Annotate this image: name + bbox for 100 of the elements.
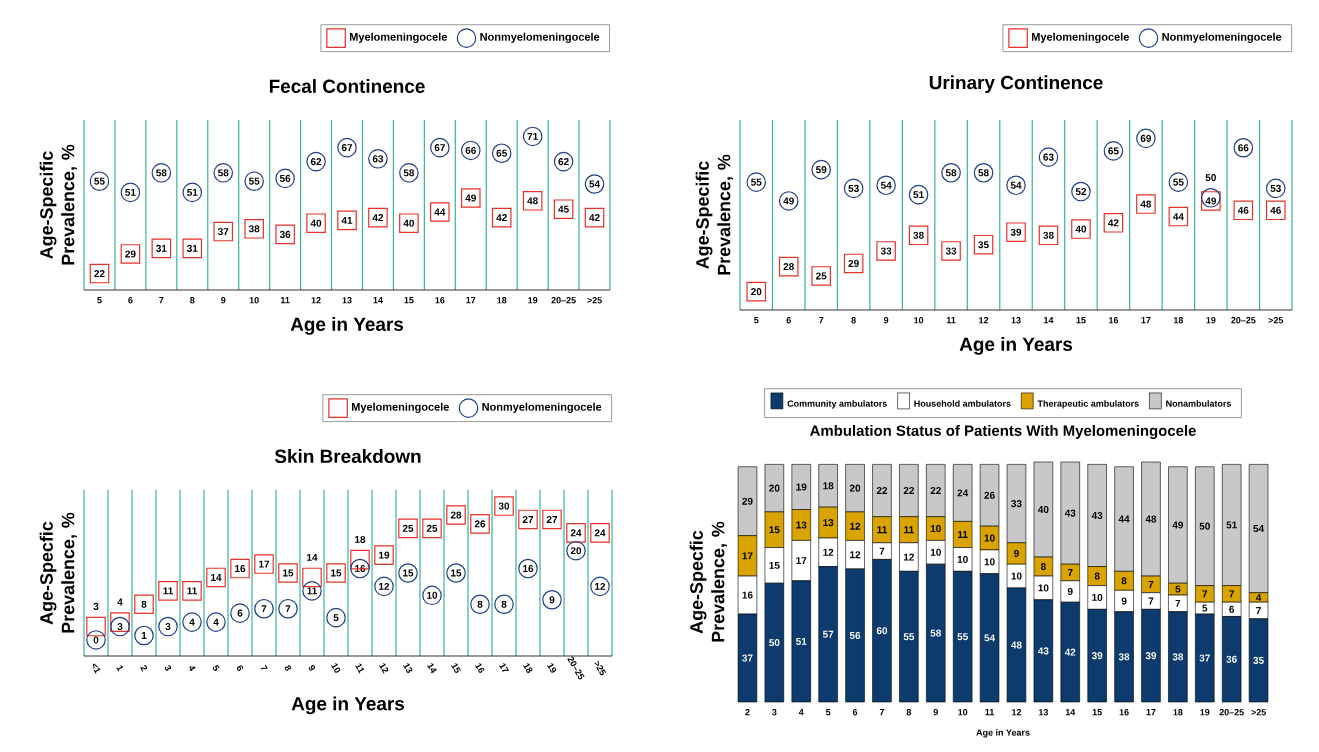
x-tick-label: 17: [1141, 317, 1151, 324]
point: [110, 616, 130, 637]
data-label: 7: [1229, 590, 1234, 598]
data-label: 65: [496, 149, 507, 157]
data-label: 41: [341, 216, 353, 224]
data-label: 5: [1175, 585, 1181, 593]
point: [254, 598, 274, 619]
x-tick-label: 7: [819, 317, 824, 324]
data-label: 38: [1118, 653, 1130, 661]
data-label: 33: [1011, 500, 1022, 508]
data-label: 17: [742, 552, 753, 560]
data-label: 14: [211, 574, 222, 581]
data-label: 58: [218, 169, 229, 177]
data-label: 22: [930, 487, 941, 494]
data-label: 9: [549, 596, 555, 604]
data-label: 63: [1043, 153, 1054, 161]
data-label: 55: [903, 633, 915, 641]
point: [134, 625, 154, 646]
data-label: 39: [1145, 652, 1157, 660]
data-label: 50: [769, 639, 780, 647]
data-label: 58: [978, 169, 989, 177]
legend-label: Myelomeningocele: [349, 32, 447, 43]
data-label: 42: [496, 214, 507, 222]
data-label: 49: [465, 194, 476, 202]
data-label: 4: [213, 618, 219, 626]
data-label: 57: [822, 630, 834, 638]
data-label: 3: [165, 623, 171, 631]
data-label: 7: [1148, 580, 1154, 588]
data-label: 6: [237, 609, 243, 617]
data-label: 31: [186, 244, 198, 252]
data-label: 25: [426, 524, 438, 532]
data-label: 59: [815, 166, 827, 174]
data-label: 10: [957, 555, 968, 563]
x-tick-label: 11: [985, 709, 995, 716]
x-tick-label: 12: [1012, 709, 1022, 716]
data-label: 37: [217, 228, 229, 236]
data-label: 15: [403, 569, 414, 577]
data-label: 56: [849, 631, 861, 639]
data-label: 16: [742, 591, 753, 599]
x-tick-label: 12: [311, 297, 321, 304]
data-label: 42: [1064, 648, 1076, 656]
x-tick-label: <1: [92, 663, 101, 674]
data-label: 15: [451, 569, 462, 577]
chart-title: Skin Breakdown: [274, 449, 421, 464]
x-tick-label: 15: [451, 663, 461, 673]
x-tick-label: 12: [379, 663, 389, 674]
data-label: 12: [903, 553, 915, 561]
data-label: 54: [1010, 181, 1022, 189]
data-label: 52: [1075, 188, 1087, 196]
x-tick-label: 10: [958, 709, 968, 716]
point: [158, 616, 178, 637]
data-label: 13: [823, 519, 834, 527]
data-label: 39: [1091, 652, 1103, 660]
x-axis-title: Age in Years: [976, 729, 1030, 738]
x-tick-label: 18: [497, 297, 507, 304]
data-label: 10: [427, 591, 438, 599]
x-tick-label: 15: [1092, 709, 1102, 716]
data-label: 66: [465, 146, 476, 154]
data-label: 20: [751, 288, 762, 296]
data-label: 33: [880, 247, 892, 255]
x-tick-label: 7: [159, 297, 164, 304]
x-tick-label: 3: [164, 665, 172, 671]
data-label: 3: [93, 602, 99, 610]
data-label: 43: [1037, 647, 1049, 655]
y-axis-title: Age-Specific Prevalence, %: [39, 144, 77, 265]
x-tick-label: 10: [331, 663, 341, 673]
x-tick-label: 19: [547, 663, 557, 673]
data-label: 48: [527, 197, 538, 205]
x-tick-label: 8: [190, 297, 195, 304]
data-label: 11: [877, 526, 887, 534]
data-label: 7: [261, 605, 267, 613]
data-label: 14: [307, 553, 318, 561]
x-tick-label: 6: [852, 709, 858, 716]
data-label: 53: [848, 184, 859, 192]
data-label: 26: [474, 520, 486, 528]
x-tick-label: 16: [475, 663, 485, 673]
data-label: 37: [1199, 654, 1210, 662]
x-tick-label: 14: [1065, 709, 1076, 716]
x-tick-label: 20–25: [1219, 709, 1244, 716]
data-label: 24: [957, 489, 969, 497]
data-label: 15: [283, 569, 294, 577]
x-tick-label: 16: [1109, 317, 1119, 324]
data-label: 12: [595, 582, 606, 590]
data-label: 8: [1121, 577, 1127, 585]
x-tick-label: >25: [1268, 317, 1284, 324]
x-tick-label: >25: [1251, 709, 1266, 716]
data-label: 5: [333, 614, 339, 622]
data-label: 19: [796, 483, 807, 491]
legend-label: Myelomeningocele: [351, 402, 449, 413]
data-label: 11: [187, 587, 198, 595]
data-label: 16: [235, 565, 246, 573]
data-label: 0: [93, 636, 99, 644]
x-tick-label: 12: [979, 317, 989, 324]
x-tick-label: 16: [1119, 709, 1129, 716]
data-label: 60: [876, 627, 888, 635]
x-tick-label: 6: [236, 665, 244, 671]
x-tick-label: 19: [528, 297, 538, 304]
chart-title: Urinary Continence: [929, 75, 1103, 94]
data-label: 17: [796, 557, 807, 565]
data-label: 46: [1270, 206, 1281, 214]
